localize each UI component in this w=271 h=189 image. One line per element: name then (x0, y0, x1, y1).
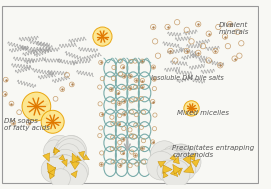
Circle shape (169, 148, 191, 170)
Circle shape (147, 151, 175, 180)
Text: Precipitates entrapping
carotenoids: Precipitates entrapping carotenoids (172, 145, 255, 158)
Polygon shape (158, 161, 166, 167)
Polygon shape (76, 156, 81, 162)
Circle shape (150, 141, 178, 169)
Circle shape (93, 27, 112, 46)
Circle shape (184, 101, 199, 116)
Polygon shape (170, 169, 178, 177)
Circle shape (41, 110, 64, 133)
Circle shape (165, 148, 190, 173)
Polygon shape (49, 173, 54, 179)
Polygon shape (173, 164, 181, 174)
Text: Mixed micelles: Mixed micelles (177, 110, 229, 116)
Text: Insoluble DM bile salts: Insoluble DM bile salts (151, 75, 224, 81)
Circle shape (166, 144, 194, 172)
Circle shape (47, 156, 64, 174)
Circle shape (166, 150, 191, 175)
Polygon shape (62, 159, 67, 167)
Circle shape (56, 139, 86, 169)
Polygon shape (79, 151, 85, 158)
Polygon shape (184, 165, 194, 173)
Circle shape (46, 135, 74, 164)
Circle shape (51, 169, 70, 188)
Circle shape (164, 150, 189, 175)
Polygon shape (47, 163, 56, 173)
Circle shape (65, 160, 89, 183)
Circle shape (53, 143, 73, 162)
Polygon shape (72, 153, 80, 163)
Circle shape (41, 157, 67, 183)
Circle shape (162, 160, 190, 188)
Polygon shape (71, 171, 77, 178)
Circle shape (55, 154, 74, 174)
Circle shape (57, 144, 80, 166)
Polygon shape (183, 155, 191, 165)
Polygon shape (173, 156, 179, 164)
Circle shape (173, 158, 196, 180)
Polygon shape (53, 147, 60, 153)
Polygon shape (70, 161, 79, 169)
Polygon shape (54, 149, 59, 155)
Circle shape (162, 146, 183, 167)
Polygon shape (170, 154, 176, 161)
Polygon shape (163, 172, 168, 178)
Text: DM soaps
of fatty acids: DM soaps of fatty acids (4, 118, 50, 131)
Text: Divalent
minerals: Divalent minerals (218, 22, 249, 35)
Polygon shape (191, 159, 200, 167)
Circle shape (169, 144, 193, 168)
Circle shape (22, 92, 51, 121)
Circle shape (55, 136, 87, 168)
Circle shape (57, 155, 76, 174)
Polygon shape (59, 155, 65, 161)
Circle shape (62, 162, 87, 187)
Circle shape (59, 136, 84, 161)
Polygon shape (163, 165, 172, 174)
Circle shape (44, 140, 66, 162)
Circle shape (174, 148, 201, 176)
Polygon shape (48, 167, 56, 176)
Circle shape (157, 160, 178, 181)
Polygon shape (176, 168, 182, 175)
Polygon shape (83, 155, 89, 160)
Circle shape (51, 155, 78, 183)
Polygon shape (43, 153, 50, 162)
Polygon shape (189, 153, 195, 161)
Circle shape (52, 149, 79, 176)
Circle shape (154, 149, 183, 178)
